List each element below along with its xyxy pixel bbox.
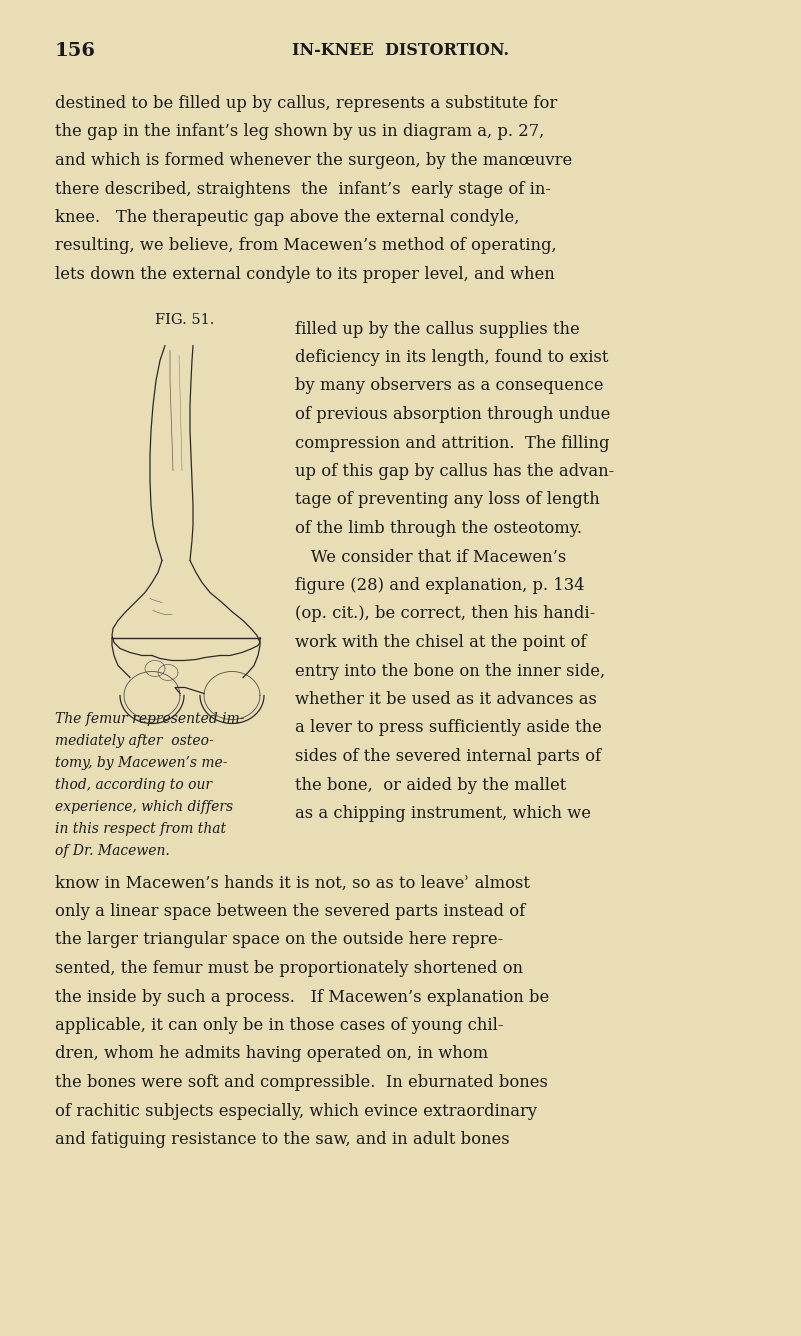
Text: lets down the external condyle to its proper level, and when: lets down the external condyle to its pr…: [55, 266, 555, 283]
Text: compression and attrition.  The filling: compression and attrition. The filling: [295, 434, 610, 452]
Text: and which is formed whenever the surgeon, by the manœuvre: and which is formed whenever the surgeon…: [55, 152, 572, 168]
Text: in this respect from that: in this respect from that: [55, 823, 226, 836]
Text: The femur represented im-: The femur represented im-: [55, 712, 244, 727]
Text: of rachitic subjects especially, which evince extraordinary: of rachitic subjects especially, which e…: [55, 1102, 537, 1120]
Text: IN-KNEE  DISTORTION.: IN-KNEE DISTORTION.: [292, 41, 509, 59]
Text: of the limb through the osteotomy.: of the limb through the osteotomy.: [295, 520, 582, 537]
Text: by many observers as a consequence: by many observers as a consequence: [295, 378, 603, 394]
Text: destined to be filled up by callus, represents a substitute for: destined to be filled up by callus, repr…: [55, 95, 557, 112]
Text: deficiency in its length, found to exist: deficiency in its length, found to exist: [295, 349, 609, 366]
Text: figure (28) and explanation, p. 134: figure (28) and explanation, p. 134: [295, 577, 585, 595]
Text: only a linear space between the severed parts instead of: only a linear space between the severed …: [55, 903, 525, 921]
Text: the bones were soft and compressible.  In eburnated bones: the bones were soft and compressible. In…: [55, 1074, 548, 1092]
Text: as a chipping instrument, which we: as a chipping instrument, which we: [295, 806, 591, 822]
Text: FIG. 51.: FIG. 51.: [155, 313, 215, 326]
Text: work with the chisel at the point of: work with the chisel at the point of: [295, 635, 586, 651]
Text: know in Macewen’s hands it is not, so as to leaveʾ almost: know in Macewen’s hands it is not, so as…: [55, 875, 530, 891]
Text: filled up by the callus supplies the: filled up by the callus supplies the: [295, 321, 580, 338]
Text: the gap in the infant’s leg shown by us in diagram a, p. 27,: the gap in the infant’s leg shown by us …: [55, 123, 544, 140]
Text: sented, the femur must be proportionately shortened on: sented, the femur must be proportionatel…: [55, 961, 523, 977]
Text: of Dr. Macewen.: of Dr. Macewen.: [55, 844, 170, 859]
Text: resulting, we believe, from Macewen’s method of operating,: resulting, we believe, from Macewen’s me…: [55, 238, 557, 254]
Text: thod, according to our: thod, according to our: [55, 779, 212, 792]
Text: tage of preventing any loss of length: tage of preventing any loss of length: [295, 492, 600, 509]
Text: (op. cit.), be correct, then his handi-: (op. cit.), be correct, then his handi-: [295, 605, 595, 623]
Text: and fatiguing resistance to the saw, and in adult bones: and fatiguing resistance to the saw, and…: [55, 1132, 509, 1148]
Text: dren, whom he admits having operated on, in whom: dren, whom he admits having operated on,…: [55, 1046, 488, 1062]
Text: there described, straightens  the  infant’s  early stage of in-: there described, straightens the infant’…: [55, 180, 551, 198]
Text: knee.   The therapeutic gap above the external condyle,: knee. The therapeutic gap above the exte…: [55, 208, 519, 226]
Text: a lever to press sufficiently aside the: a lever to press sufficiently aside the: [295, 720, 602, 736]
Text: the inside by such a process.   If Macewen’s explanation be: the inside by such a process. If Macewen…: [55, 989, 549, 1006]
Text: of previous absorption through undue: of previous absorption through undue: [295, 406, 610, 424]
Text: applicable, it can only be in those cases of young chil-: applicable, it can only be in those case…: [55, 1017, 504, 1034]
Text: whether it be used as it advances as: whether it be used as it advances as: [295, 691, 597, 708]
Text: experience, which differs: experience, which differs: [55, 800, 233, 815]
Text: up of this gap by callus has the advan-: up of this gap by callus has the advan-: [295, 464, 614, 480]
Text: mediately after  osteo-: mediately after osteo-: [55, 735, 214, 748]
Text: We consider that if Macewen’s: We consider that if Macewen’s: [295, 549, 566, 565]
Text: the larger triangular space on the outside here repre-: the larger triangular space on the outsi…: [55, 931, 503, 949]
Text: sides of the severed internal parts of: sides of the severed internal parts of: [295, 748, 601, 766]
Text: the bone,  or aided by the mallet: the bone, or aided by the mallet: [295, 776, 566, 794]
Text: 156: 156: [55, 41, 96, 60]
Text: tomy, by Macewen’s me-: tomy, by Macewen’s me-: [55, 756, 227, 771]
Text: entry into the bone on the inner side,: entry into the bone on the inner side,: [295, 663, 605, 680]
